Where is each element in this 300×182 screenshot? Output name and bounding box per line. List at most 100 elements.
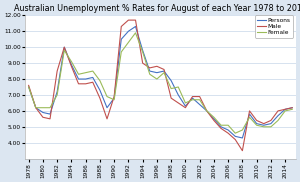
Female	[233, 132, 237, 134]
Persons	[119, 38, 123, 40]
Female	[212, 116, 216, 118]
Male	[62, 46, 66, 48]
Male	[191, 96, 194, 98]
Female	[84, 72, 87, 74]
Female	[41, 107, 45, 109]
Persons	[262, 124, 266, 126]
Persons	[34, 107, 38, 109]
Male	[233, 139, 237, 141]
Persons	[98, 89, 102, 91]
Persons	[155, 72, 159, 74]
Female	[205, 110, 208, 112]
Male	[77, 83, 80, 85]
Persons	[169, 80, 173, 82]
Line: Persons: Persons	[28, 27, 292, 138]
Persons	[91, 76, 94, 79]
Persons	[141, 49, 144, 52]
Male	[276, 110, 280, 112]
Persons	[219, 126, 223, 128]
Male	[141, 62, 144, 64]
Female	[77, 73, 80, 75]
Female	[98, 80, 102, 82]
Persons	[148, 70, 152, 72]
Persons	[112, 97, 116, 99]
Female	[112, 99, 116, 101]
Female	[162, 72, 166, 74]
Male	[269, 119, 273, 122]
Female	[276, 119, 280, 122]
Male	[98, 97, 102, 99]
Legend: Persons, Male, Female: Persons, Male, Female	[255, 15, 293, 38]
Persons	[105, 107, 109, 109]
Male	[27, 84, 30, 86]
Male	[184, 107, 187, 109]
Female	[248, 116, 251, 118]
Persons	[283, 108, 287, 110]
Female	[191, 99, 194, 101]
Persons	[84, 78, 87, 80]
Persons	[41, 111, 45, 114]
Male	[283, 108, 287, 110]
Male	[198, 96, 201, 98]
Persons	[176, 94, 180, 96]
Persons	[70, 64, 73, 66]
Male	[105, 118, 109, 120]
Persons	[269, 122, 273, 125]
Female	[226, 124, 230, 126]
Female	[70, 60, 73, 63]
Persons	[290, 107, 294, 109]
Female	[91, 70, 94, 72]
Female	[198, 99, 201, 101]
Persons	[212, 118, 216, 120]
Persons	[48, 113, 52, 115]
Female	[105, 96, 109, 98]
Female	[219, 124, 223, 126]
Male	[91, 81, 94, 83]
Persons	[191, 97, 194, 99]
Male	[127, 19, 130, 21]
Female	[55, 94, 59, 96]
Persons	[276, 115, 280, 117]
Female	[141, 51, 144, 53]
Male	[55, 70, 59, 72]
Female	[269, 126, 273, 128]
Female	[119, 51, 123, 53]
Female	[127, 41, 130, 43]
Male	[84, 83, 87, 85]
Persons	[255, 122, 258, 125]
Female	[155, 78, 159, 80]
Persons	[27, 86, 30, 88]
Male	[70, 65, 73, 67]
Male	[290, 107, 294, 109]
Persons	[184, 105, 187, 107]
Title: Australian Unemployment % Rates for August of each Year 1978 to 2015: Australian Unemployment % Rates for Augu…	[14, 4, 300, 13]
Male	[169, 97, 173, 99]
Male	[41, 116, 45, 118]
Male	[119, 25, 123, 28]
Female	[62, 49, 66, 52]
Line: Male: Male	[28, 20, 292, 151]
Male	[162, 68, 166, 71]
Male	[176, 102, 180, 104]
Female	[290, 108, 294, 110]
Female	[255, 124, 258, 126]
Male	[48, 118, 52, 120]
Female	[241, 129, 244, 131]
Persons	[162, 70, 166, 72]
Male	[248, 110, 251, 112]
Male	[212, 119, 216, 122]
Male	[262, 122, 266, 125]
Male	[134, 19, 137, 21]
Persons	[233, 135, 237, 137]
Female	[283, 110, 287, 112]
Female	[48, 107, 52, 109]
Male	[112, 96, 116, 98]
Male	[155, 65, 159, 67]
Female	[184, 102, 187, 104]
Male	[255, 119, 258, 122]
Persons	[62, 46, 66, 48]
Female	[176, 86, 180, 88]
Persons	[241, 137, 244, 139]
Female	[169, 88, 173, 90]
Female	[27, 86, 30, 88]
